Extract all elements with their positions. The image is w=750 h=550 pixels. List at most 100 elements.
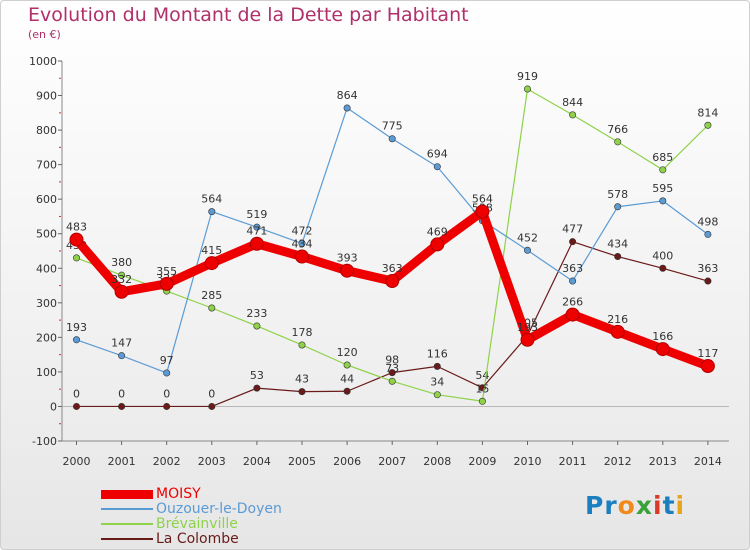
plot-area xyxy=(62,61,729,441)
data-point xyxy=(430,237,445,252)
data-point xyxy=(253,223,261,231)
data-label: 233 xyxy=(246,307,267,320)
legend-item-la-colombe: La Colombe xyxy=(101,531,239,547)
data-point xyxy=(610,324,625,339)
legend-item-brevainville: Brévainville xyxy=(101,516,238,532)
data-label: 178 xyxy=(292,326,313,339)
legend-item-ouzouer: Ouzouer-le-Doyen xyxy=(101,501,282,517)
data-label: 116 xyxy=(427,347,448,360)
data-label: 477 xyxy=(562,223,583,236)
data-point xyxy=(614,203,622,211)
data-point xyxy=(163,369,171,377)
y-tick-label: 0 xyxy=(50,400,57,413)
data-label: 363 xyxy=(562,262,583,275)
data-label: 216 xyxy=(607,313,628,326)
x-tick-label: 2009 xyxy=(468,455,496,468)
data-point xyxy=(388,135,396,143)
y-tick-label: 600 xyxy=(36,193,57,206)
x-tick-label: 2004 xyxy=(243,455,271,468)
data-label: 266 xyxy=(562,296,583,309)
data-point xyxy=(298,341,306,349)
y-tick-label: 900 xyxy=(36,90,57,103)
data-point xyxy=(704,121,712,129)
data-label: 685 xyxy=(652,151,673,164)
data-point xyxy=(204,256,219,271)
legend-label-ouzouer: Ouzouer-le-Doyen xyxy=(156,501,282,517)
chart-title: Evolution du Montant de la Dette par Hab… xyxy=(28,4,469,26)
data-label: 363 xyxy=(382,262,403,275)
proxiti-logo: Proxiti xyxy=(585,491,685,520)
data-point xyxy=(478,397,486,405)
x-tick-label: 2006 xyxy=(333,455,361,468)
data-label: 380 xyxy=(111,256,132,269)
data-label: 469 xyxy=(427,225,448,238)
data-point xyxy=(569,277,577,285)
x-tick-label: 2010 xyxy=(514,455,542,468)
data-label: 595 xyxy=(652,182,673,195)
logo-letter: o xyxy=(617,491,636,520)
data-point xyxy=(523,246,531,254)
data-label: 73 xyxy=(385,362,399,375)
data-point xyxy=(295,249,309,264)
data-label: 15 xyxy=(475,382,489,395)
logo-letter: r xyxy=(604,491,618,520)
data-point xyxy=(614,253,622,261)
data-point xyxy=(659,197,667,205)
data-point xyxy=(385,274,400,289)
data-point xyxy=(704,230,712,238)
data-point xyxy=(343,361,351,369)
data-point xyxy=(659,166,667,174)
chart-subtitle: (en €) xyxy=(28,28,61,41)
x-tick-label: 2007 xyxy=(378,455,406,468)
data-label: 117 xyxy=(697,347,718,360)
data-label: 434 xyxy=(607,238,628,251)
data-label: 0 xyxy=(118,387,125,400)
legend-swatch-ouzouer xyxy=(101,508,153,510)
data-point xyxy=(433,163,441,171)
data-point xyxy=(118,352,126,360)
data-label: 355 xyxy=(156,265,177,278)
legend-swatch-brevainville xyxy=(101,523,153,525)
legend-swatch-moisy xyxy=(101,489,153,499)
logo-letter: i xyxy=(675,491,686,520)
data-label: 775 xyxy=(382,120,403,133)
data-point xyxy=(659,264,667,272)
data-point xyxy=(73,402,81,410)
data-point xyxy=(253,384,261,392)
data-label: 332 xyxy=(111,273,132,286)
legend-item-moisy: MOISY xyxy=(101,486,201,502)
data-label: 564 xyxy=(201,193,222,206)
data-label: 393 xyxy=(337,252,358,265)
data-point xyxy=(565,307,580,322)
data-point xyxy=(118,271,126,279)
data-label: 400 xyxy=(652,249,673,262)
data-label: 285 xyxy=(201,289,222,302)
data-point xyxy=(343,387,351,395)
logo-letter: t xyxy=(662,491,676,520)
data-label: 0 xyxy=(208,387,215,400)
data-label: 166 xyxy=(652,330,673,343)
legend-label-brevainville: Brévainville xyxy=(156,516,238,532)
data-label: 193 xyxy=(66,321,87,334)
data-point xyxy=(163,402,171,410)
data-label: 578 xyxy=(607,188,628,201)
y-tick-label: 800 xyxy=(36,124,57,137)
x-tick-label: 2011 xyxy=(559,455,587,468)
data-label: 53 xyxy=(250,369,264,382)
legend-label-la-colombe: La Colombe xyxy=(156,531,239,547)
data-label: 472 xyxy=(292,224,313,237)
data-point xyxy=(298,239,306,247)
y-tick-label: 400 xyxy=(36,262,57,275)
x-tick-label: 2001 xyxy=(108,455,136,468)
data-point xyxy=(475,204,490,219)
data-point xyxy=(569,111,577,119)
data-label: 363 xyxy=(697,262,718,275)
x-tick-label: 2002 xyxy=(153,455,181,468)
data-label: 452 xyxy=(517,231,538,244)
data-point xyxy=(118,402,126,410)
legend-label-moisy: MOISY xyxy=(156,486,201,502)
data-point xyxy=(69,232,84,247)
y-tick-label: 1000 xyxy=(29,55,57,68)
data-point xyxy=(159,276,174,291)
